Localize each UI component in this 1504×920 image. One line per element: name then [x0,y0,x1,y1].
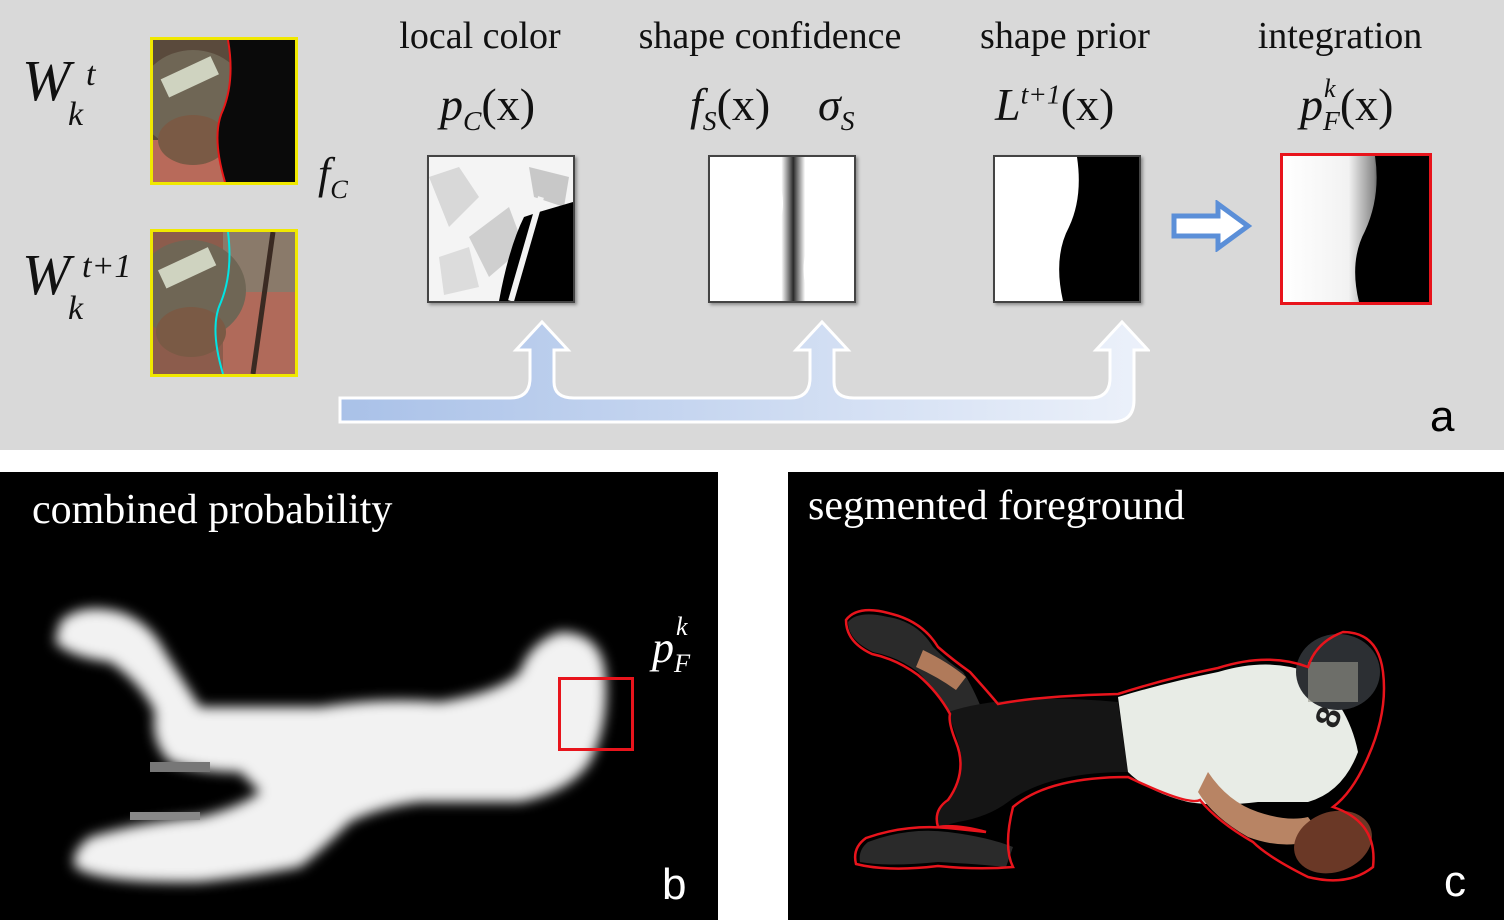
feature-fc-label: fC [318,149,348,204]
panel-b-pf-sup: k [676,612,688,641]
window-t-sub: k [68,96,84,133]
math-integration-sup: k [1324,74,1336,103]
window-frame-t1 [150,229,298,377]
panel-c-title: segmented foreground [808,483,1185,529]
panel-b: combined probability pF k b [0,472,718,920]
column-title-integration: integration [1257,15,1423,57]
flow-arrow [338,319,1150,424]
segmented-player: 8 [844,608,1386,882]
window-frame-t [150,37,298,185]
panel-c-letter: c [1444,857,1466,906]
window-t1-label: W [22,242,71,307]
math-integration: pF(x) [1300,79,1394,137]
shape-prior-map [993,155,1141,303]
arrow-right-icon [1171,200,1253,252]
math-shape-confidence: fS(x) [690,79,771,137]
panel-c: segmented foreground 8 c [788,472,1504,920]
panel-b-pf-label: pF [652,623,691,678]
window-t1-sup: t+1 [82,248,132,285]
panel-a: W t k W t+1 k fC [0,0,1504,450]
local-color-map [427,155,575,303]
window-t-label: W [22,48,71,113]
window-t1-sub: k [68,290,84,327]
shape-confidence-map [708,155,856,303]
column-title-local-color: local color [399,15,561,57]
panel-b-title: combined probability [32,487,393,533]
column-title-shape-confidence: shape confidence [638,15,902,57]
column-title-shape-prior: shape prior [980,15,1150,57]
window-t-sup: t [86,56,96,93]
integration-map [1280,153,1432,305]
panel-a-letter: a [1430,392,1455,441]
math-shape-prior: Lt+1(x) [995,78,1115,130]
probability-silhouette [55,608,606,883]
panel-b-letter: b [662,860,687,909]
math-local-color: pC(x) [440,79,536,137]
highlight-box [558,677,634,751]
math-sigma-s: σS [818,79,855,137]
